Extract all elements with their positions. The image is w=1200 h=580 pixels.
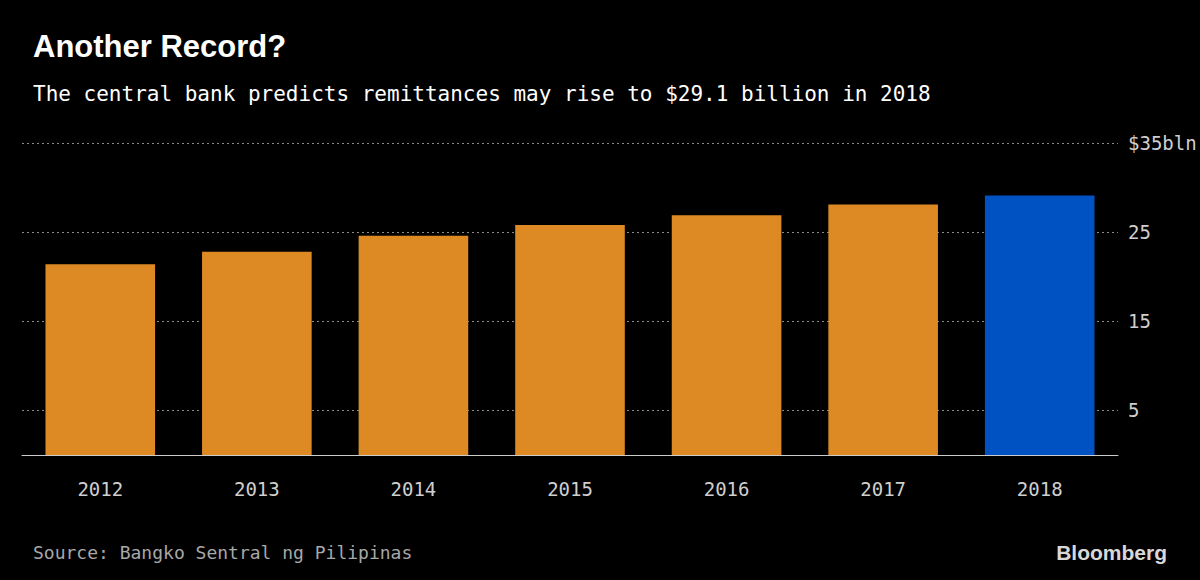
svg-text:2015: 2015: [547, 478, 593, 500]
svg-text:2017: 2017: [860, 478, 906, 500]
svg-text:Another Record?: Another Record?: [33, 29, 286, 64]
svg-text:5: 5: [1128, 399, 1139, 421]
svg-text:25: 25: [1128, 221, 1151, 243]
svg-text:2016: 2016: [704, 478, 750, 500]
svg-text:$35bln: $35bln: [1128, 132, 1197, 154]
svg-text:2013: 2013: [234, 478, 280, 500]
svg-text:The central bank predicts remi: The central bank predicts remittances ma…: [33, 82, 931, 106]
svg-text:Source: Bangko Sentral ng Pili: Source: Bangko Sentral ng Pilipinas: [33, 542, 412, 563]
svg-text:Bloomberg: Bloomberg: [1056, 541, 1167, 564]
svg-text:2012: 2012: [77, 478, 123, 500]
svg-text:2014: 2014: [391, 478, 437, 500]
svg-text:15: 15: [1128, 310, 1151, 332]
svg-text:2018: 2018: [1017, 478, 1063, 500]
